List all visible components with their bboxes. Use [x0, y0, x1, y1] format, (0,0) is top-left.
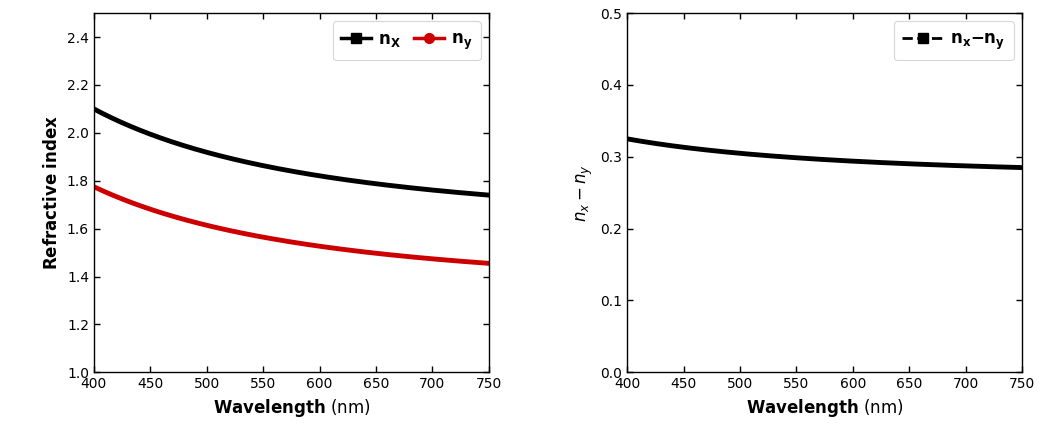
X-axis label: $\mathbf{Wavelength}$ (nm): $\mathbf{Wavelength}$ (nm) [746, 397, 903, 419]
Legend: $\mathbf{n_X}$, $\mathbf{n_y}$: $\mathbf{n_X}$, $\mathbf{n_y}$ [333, 21, 481, 60]
X-axis label: $\mathbf{Wavelength}$ (nm): $\mathbf{Wavelength}$ (nm) [213, 397, 370, 419]
Y-axis label: $\mathbf{Refractive\ index}$: $\mathbf{Refractive\ index}$ [44, 115, 62, 270]
Y-axis label: $n_x-n_y$: $n_x-n_y$ [575, 164, 595, 222]
Legend: $\mathbf{n_x}$$\mathbf{-n_y}$: $\mathbf{n_x}$$\mathbf{-n_y}$ [894, 21, 1014, 60]
